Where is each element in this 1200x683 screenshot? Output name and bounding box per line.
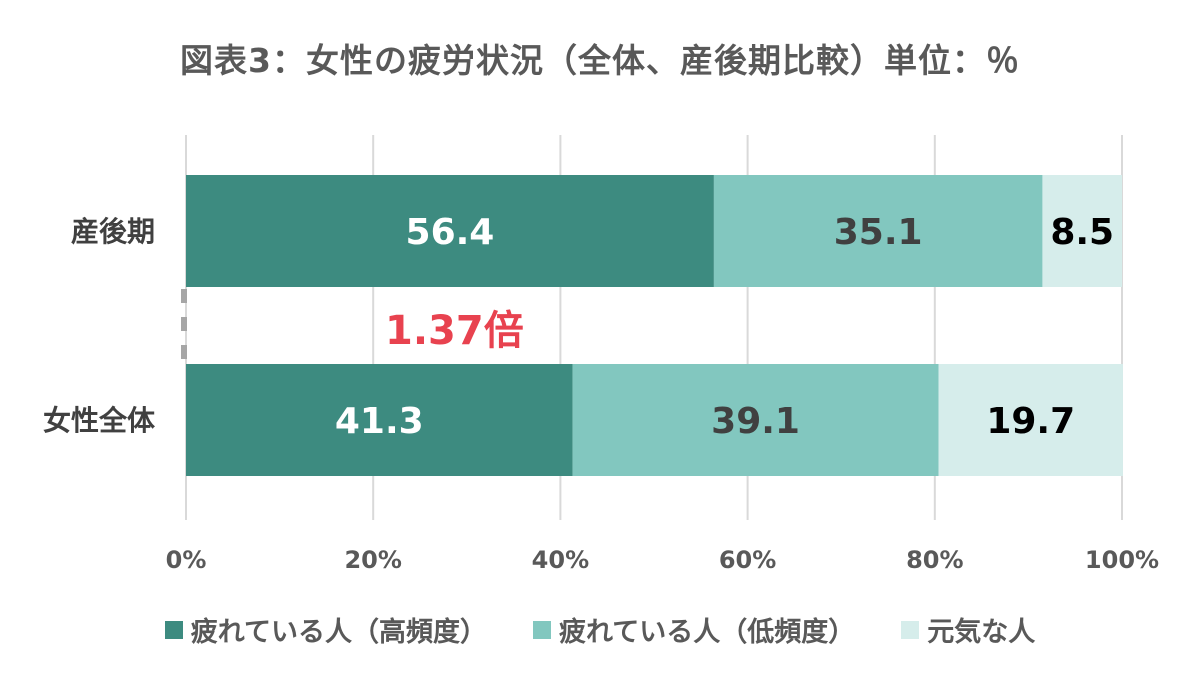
x-tick-label: 100% — [1085, 546, 1159, 574]
x-tick-label: 40% — [532, 546, 589, 574]
annotation: 1.37倍 — [181, 289, 524, 362]
data-labels: 56.4 35.1 8.5 41.3 39.1 19.7 — [335, 212, 1114, 442]
legend-item: 疲れている人（低頻度） — [533, 610, 855, 649]
category-label: 産後期 — [71, 215, 155, 248]
data-label: 35.1 — [834, 212, 923, 253]
bar-segment — [186, 175, 714, 287]
chart-title: 図表3：女性の疲労状況（全体、産後期比較）単位：％ — [180, 41, 1020, 80]
legend-swatch — [164, 620, 183, 639]
data-label: 39.1 — [711, 401, 800, 442]
data-label: 19.7 — [986, 401, 1075, 442]
legend-item: 疲れている人（高頻度） — [164, 610, 487, 649]
legend-swatch — [901, 620, 920, 639]
category-label: 女性全体 — [43, 404, 156, 437]
legend: 疲れている人（高頻度） 疲れている人（低頻度） 元気な人 — [0, 610, 1200, 649]
legend-swatch — [533, 620, 551, 639]
legend-label: 疲れている人（高頻度） — [190, 617, 487, 648]
bar-segment — [713, 175, 1043, 287]
x-tick-label: 20% — [344, 546, 401, 574]
legend-label: 疲れている人（低頻度） — [559, 617, 856, 648]
bar-segment — [1042, 175, 1122, 287]
data-label: 56.4 — [406, 212, 495, 253]
x-tick-label: 0% — [166, 546, 207, 574]
legend-item: 元気な人 — [901, 610, 1035, 649]
x-tick-label: 60% — [719, 546, 776, 574]
bar-segment — [572, 364, 939, 476]
data-label: 8.5 — [1050, 212, 1114, 253]
legend-label: 元気な人 — [927, 617, 1036, 648]
bars — [186, 175, 1123, 476]
bar-segment — [938, 364, 1123, 476]
bar-segment — [186, 364, 573, 476]
data-label: 41.3 — [335, 401, 424, 442]
ratio-annotation: 1.37倍 — [385, 308, 524, 354]
x-tick-label: 80% — [906, 546, 963, 574]
